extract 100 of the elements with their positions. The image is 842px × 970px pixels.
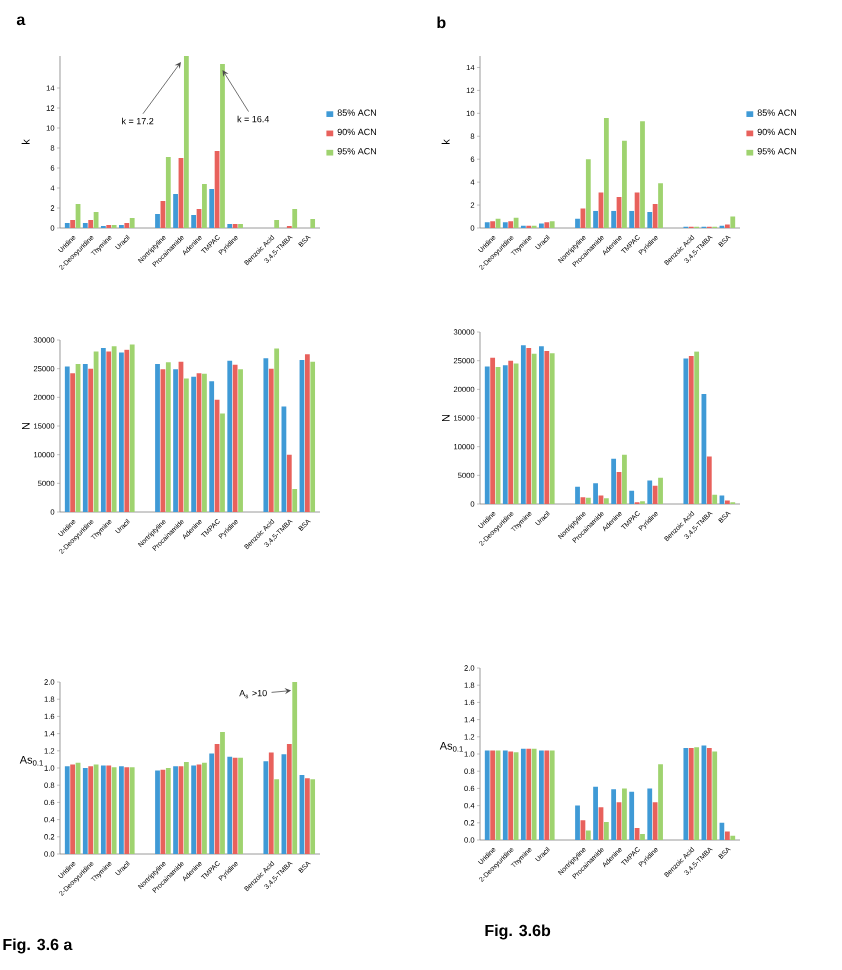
bar [544, 222, 550, 229]
bar [100, 348, 106, 513]
bar [683, 747, 689, 841]
bar [575, 218, 580, 229]
bar [549, 353, 555, 505]
bar [593, 786, 598, 841]
bar [111, 767, 117, 855]
bar [484, 750, 490, 841]
bar [526, 748, 532, 841]
bar [88, 766, 94, 855]
bar [286, 743, 292, 855]
bar [124, 223, 130, 229]
bar [593, 210, 598, 229]
bar [688, 747, 694, 841]
bar [520, 748, 526, 841]
bar [706, 747, 712, 841]
bar [70, 764, 76, 855]
bar [502, 222, 508, 229]
bar [202, 184, 207, 229]
bar [539, 346, 544, 505]
bar [292, 209, 298, 229]
bar [539, 223, 544, 229]
bar [82, 364, 88, 513]
bar [490, 750, 496, 841]
bar [549, 750, 555, 841]
bar [106, 351, 112, 513]
bar [694, 747, 700, 841]
bar [106, 765, 112, 855]
bar [173, 369, 178, 513]
bar [227, 756, 233, 855]
bar [508, 360, 514, 505]
bar [202, 373, 207, 513]
bar [274, 348, 280, 513]
bar [119, 766, 124, 855]
bar [70, 220, 76, 229]
bar [292, 682, 298, 855]
bar [531, 353, 537, 505]
bar [263, 358, 269, 513]
bar [173, 194, 178, 229]
bar [730, 835, 736, 841]
bar [88, 368, 94, 513]
bar [539, 750, 544, 841]
bar [575, 486, 580, 505]
bar [274, 779, 280, 855]
bar [220, 413, 225, 513]
bar [263, 761, 269, 855]
bar [183, 378, 189, 513]
bar [274, 220, 280, 229]
bar [310, 779, 316, 855]
bar [575, 805, 580, 841]
bar [508, 751, 514, 841]
bar [712, 494, 718, 505]
bar [531, 748, 537, 841]
bar [585, 497, 591, 505]
bar [64, 766, 70, 855]
bar [484, 366, 490, 505]
bar [238, 757, 243, 855]
bar [585, 159, 591, 229]
bar [647, 211, 653, 229]
bar [640, 121, 645, 229]
bar [611, 789, 617, 841]
bar [658, 477, 663, 505]
bar [82, 768, 88, 855]
bar [694, 351, 700, 505]
bar [209, 381, 215, 513]
bar [611, 458, 617, 505]
bar [544, 350, 550, 505]
bar [603, 117, 609, 229]
bar [209, 753, 215, 855]
bar [124, 349, 130, 513]
bar [647, 788, 653, 841]
bar [502, 365, 508, 505]
bar [622, 788, 627, 841]
bar [706, 456, 712, 505]
bar [155, 214, 160, 229]
bar [129, 767, 135, 855]
bar [191, 765, 197, 855]
bar [688, 356, 694, 505]
bar [622, 454, 627, 505]
bar [88, 220, 94, 229]
bar [268, 752, 274, 855]
bar [310, 219, 316, 229]
bar [658, 764, 663, 841]
bar [111, 346, 117, 513]
bar [611, 210, 617, 229]
bar [520, 345, 526, 505]
bar [603, 821, 609, 841]
text: b [437, 16, 446, 29]
bar [508, 221, 514, 229]
bar [191, 376, 197, 513]
bar [124, 767, 130, 855]
bar [100, 765, 106, 855]
bar [724, 831, 730, 841]
bar [232, 364, 238, 513]
bar [129, 344, 135, 513]
bar [209, 189, 215, 229]
bar [191, 215, 197, 229]
bar [490, 221, 496, 229]
bar [544, 750, 550, 841]
bar [549, 221, 555, 229]
